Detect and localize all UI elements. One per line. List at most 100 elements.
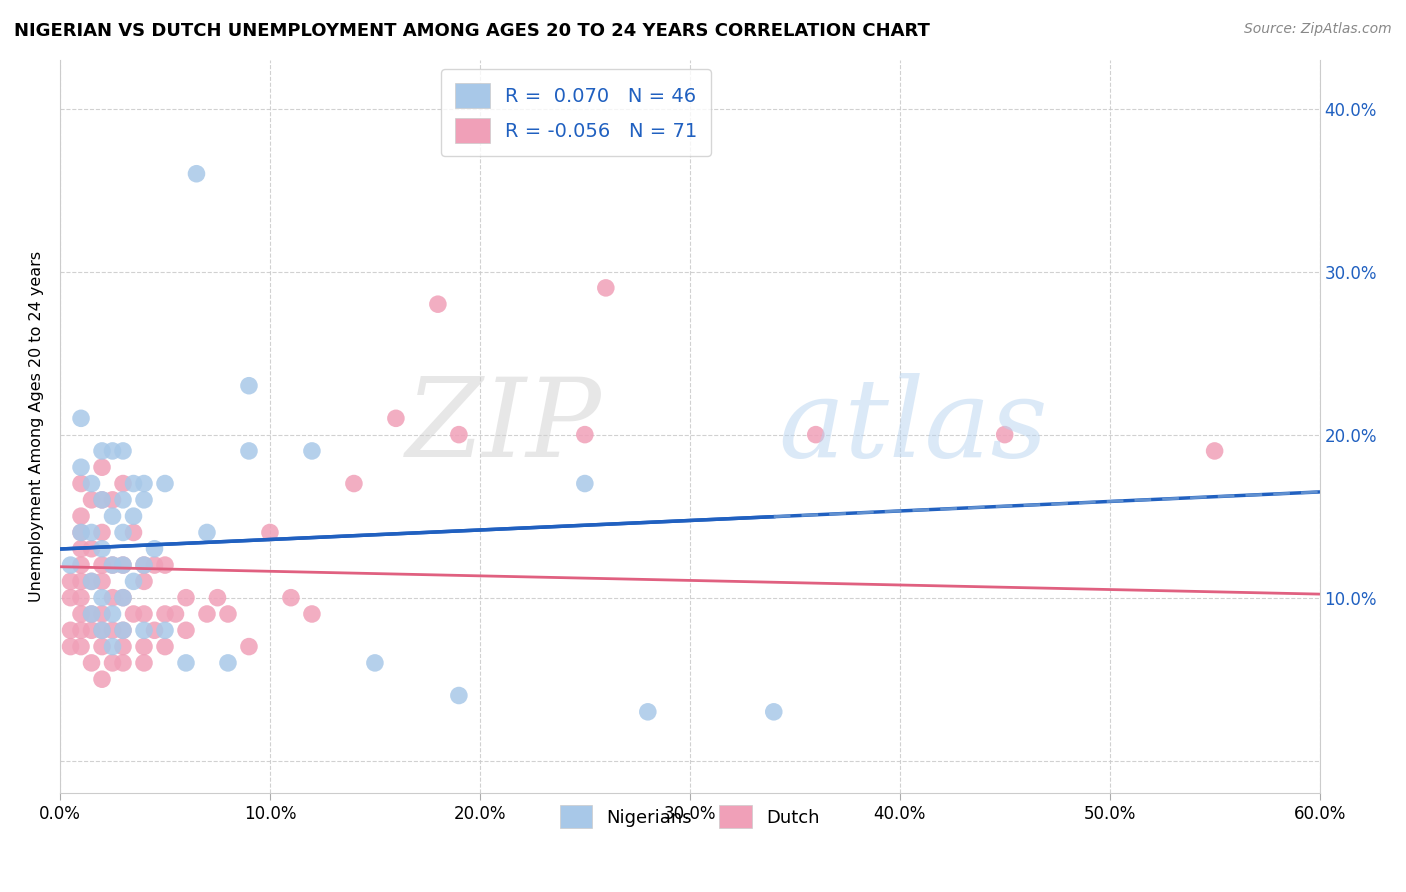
Point bbox=[132, 607, 155, 621]
Point bbox=[153, 624, 176, 638]
Point bbox=[80, 476, 103, 491]
Point bbox=[70, 476, 93, 491]
Point bbox=[101, 640, 124, 654]
Point bbox=[301, 444, 323, 458]
Point bbox=[111, 591, 134, 605]
Point bbox=[207, 591, 229, 605]
Point bbox=[59, 624, 82, 638]
Point bbox=[153, 558, 176, 572]
Point bbox=[111, 624, 134, 638]
Point bbox=[143, 624, 166, 638]
Point bbox=[70, 624, 93, 638]
Point bbox=[80, 574, 103, 589]
Point bbox=[574, 476, 596, 491]
Point bbox=[80, 492, 103, 507]
Point bbox=[132, 656, 155, 670]
Point bbox=[111, 525, 134, 540]
Y-axis label: Unemployment Among Ages 20 to 24 years: Unemployment Among Ages 20 to 24 years bbox=[30, 251, 44, 602]
Point bbox=[80, 607, 103, 621]
Point bbox=[217, 656, 239, 670]
Point bbox=[101, 656, 124, 670]
Point bbox=[91, 624, 114, 638]
Point bbox=[132, 574, 155, 589]
Point bbox=[80, 525, 103, 540]
Point bbox=[111, 591, 134, 605]
Point bbox=[91, 460, 114, 475]
Point bbox=[165, 607, 187, 621]
Point bbox=[91, 640, 114, 654]
Point bbox=[80, 541, 103, 556]
Point bbox=[70, 558, 93, 572]
Point bbox=[101, 558, 124, 572]
Point bbox=[101, 558, 124, 572]
Point bbox=[301, 607, 323, 621]
Point bbox=[70, 460, 93, 475]
Point bbox=[80, 656, 103, 670]
Point bbox=[70, 591, 93, 605]
Point bbox=[101, 607, 124, 621]
Point bbox=[153, 640, 176, 654]
Point bbox=[143, 558, 166, 572]
Point bbox=[59, 574, 82, 589]
Point bbox=[132, 558, 155, 572]
Point bbox=[111, 640, 134, 654]
Point bbox=[122, 476, 145, 491]
Point bbox=[153, 476, 176, 491]
Point bbox=[195, 607, 218, 621]
Point bbox=[385, 411, 408, 425]
Point bbox=[994, 427, 1017, 442]
Point bbox=[574, 427, 596, 442]
Point bbox=[101, 509, 124, 524]
Point bbox=[364, 656, 387, 670]
Text: ZIP: ZIP bbox=[406, 373, 602, 480]
Text: NIGERIAN VS DUTCH UNEMPLOYMENT AMONG AGES 20 TO 24 YEARS CORRELATION CHART: NIGERIAN VS DUTCH UNEMPLOYMENT AMONG AGE… bbox=[14, 22, 929, 40]
Point bbox=[101, 444, 124, 458]
Point bbox=[259, 525, 281, 540]
Point bbox=[132, 624, 155, 638]
Point bbox=[91, 558, 114, 572]
Point bbox=[637, 705, 659, 719]
Point bbox=[280, 591, 302, 605]
Point bbox=[132, 476, 155, 491]
Point bbox=[122, 607, 145, 621]
Point bbox=[70, 525, 93, 540]
Point bbox=[111, 656, 134, 670]
Text: atlas: atlas bbox=[778, 373, 1047, 480]
Point bbox=[91, 541, 114, 556]
Point bbox=[59, 558, 82, 572]
Point bbox=[238, 640, 260, 654]
Point bbox=[343, 476, 366, 491]
Point bbox=[186, 167, 208, 181]
Point bbox=[111, 558, 134, 572]
Point bbox=[101, 591, 124, 605]
Point bbox=[447, 427, 470, 442]
Point bbox=[80, 607, 103, 621]
Point bbox=[70, 541, 93, 556]
Point bbox=[217, 607, 239, 621]
Point bbox=[447, 689, 470, 703]
Point bbox=[174, 624, 197, 638]
Point bbox=[91, 444, 114, 458]
Point bbox=[111, 624, 134, 638]
Point bbox=[70, 640, 93, 654]
Point bbox=[111, 444, 134, 458]
Point bbox=[174, 656, 197, 670]
Point bbox=[111, 558, 134, 572]
Point bbox=[91, 492, 114, 507]
Point bbox=[111, 476, 134, 491]
Point bbox=[70, 525, 93, 540]
Point bbox=[80, 574, 103, 589]
Point bbox=[195, 525, 218, 540]
Point bbox=[143, 541, 166, 556]
Point bbox=[59, 591, 82, 605]
Point bbox=[70, 574, 93, 589]
Point bbox=[91, 607, 114, 621]
Point bbox=[122, 509, 145, 524]
Point bbox=[91, 574, 114, 589]
Point bbox=[70, 607, 93, 621]
Point bbox=[122, 525, 145, 540]
Point bbox=[91, 525, 114, 540]
Point bbox=[101, 492, 124, 507]
Point bbox=[426, 297, 449, 311]
Point bbox=[101, 624, 124, 638]
